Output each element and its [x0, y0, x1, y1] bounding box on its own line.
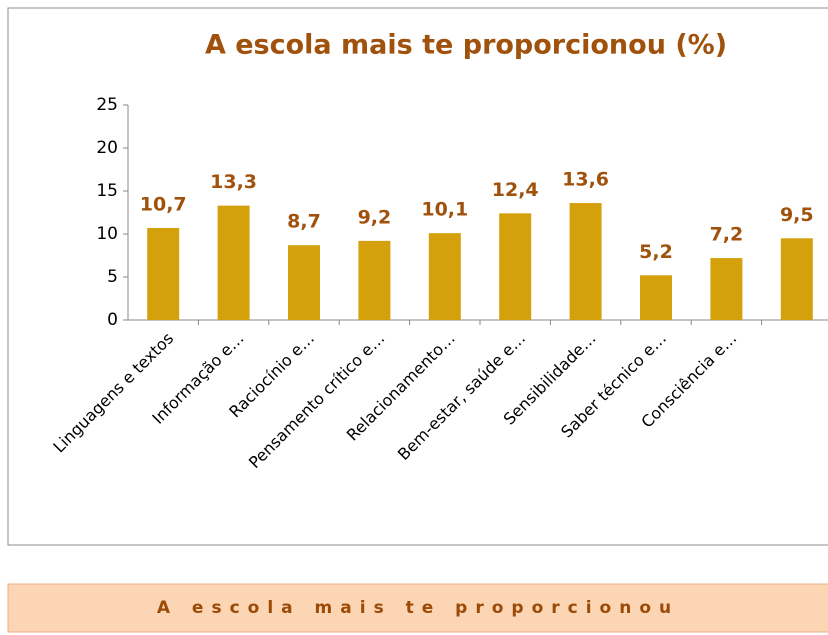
bar — [640, 275, 672, 320]
bar — [288, 245, 320, 320]
chart-title: A escola mais te proporcionou (%) — [205, 30, 727, 61]
bar — [710, 258, 743, 320]
bar — [217, 205, 250, 320]
y-tick-label: 20 — [96, 138, 118, 158]
bar — [569, 203, 602, 320]
y-tick-label: 25 — [96, 95, 118, 115]
value-label: 13,6 — [562, 169, 609, 191]
bar — [428, 233, 461, 320]
bar — [358, 240, 391, 320]
bar — [147, 227, 180, 320]
value-label: 10,1 — [421, 199, 468, 221]
chart-frame — [7, 7, 828, 546]
value-label: 12,4 — [492, 179, 539, 201]
value-label: 5,2 — [639, 241, 673, 263]
y-tick-label: 5 — [107, 267, 118, 287]
value-label: 9,2 — [358, 206, 392, 228]
value-label: 13,3 — [210, 171, 257, 193]
value-label: 8,7 — [287, 211, 321, 233]
banner — [7, 583, 828, 633]
bar — [780, 238, 813, 320]
y-tick-label: 0 — [107, 310, 118, 330]
value-label: 7,2 — [710, 224, 744, 246]
bar — [499, 213, 532, 320]
y-tick-label: 10 — [96, 224, 118, 244]
value-label: 9,5 — [780, 204, 814, 226]
y-tick-label: 15 — [96, 181, 118, 201]
value-label: 10,7 — [140, 193, 187, 215]
banner-text: A escola mais te proporcionou — [157, 598, 679, 618]
